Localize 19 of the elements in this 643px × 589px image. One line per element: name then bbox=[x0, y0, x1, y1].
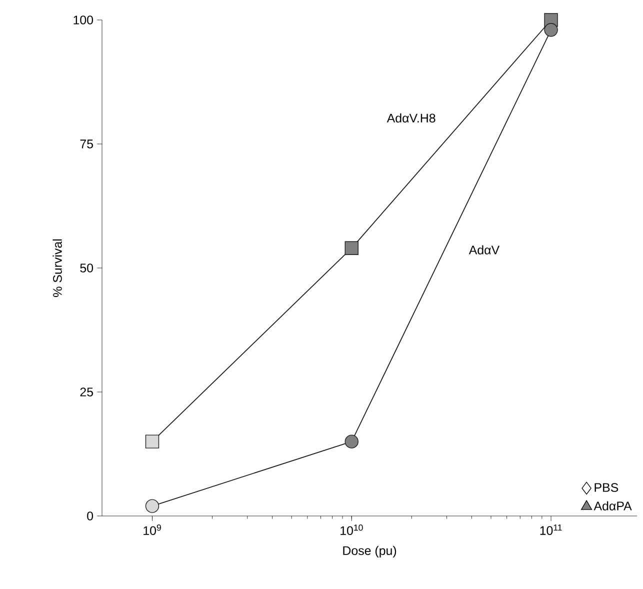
legend-label: PBS bbox=[594, 483, 618, 492]
x-tick-label: 10$^{11}$ bbox=[540, 524, 562, 535]
legend-label: AdαPA bbox=[594, 501, 632, 510]
series-label: AdαV bbox=[468, 245, 500, 254]
point bbox=[145, 434, 160, 448]
x-axis-title: Dose (pu) bbox=[343, 546, 396, 558]
y-tick-label: 0 bbox=[87, 512, 94, 520]
series-label: AdαV.H8 bbox=[386, 113, 436, 123]
point bbox=[544, 23, 558, 37]
point bbox=[344, 241, 358, 255]
y-tick-label: 75 bbox=[80, 140, 93, 148]
x-tick-label: 10$^{10}$ bbox=[340, 524, 363, 536]
point bbox=[344, 434, 358, 448]
point bbox=[145, 499, 160, 513]
y-tick-label: 100 bbox=[74, 16, 94, 24]
y-tick-label: 25 bbox=[80, 388, 93, 396]
y-axis-title: % Survival bbox=[52, 239, 62, 297]
y-tick-label: 50 bbox=[80, 264, 94, 272]
x-tick-label: 10$^{9}$ bbox=[144, 524, 161, 536]
